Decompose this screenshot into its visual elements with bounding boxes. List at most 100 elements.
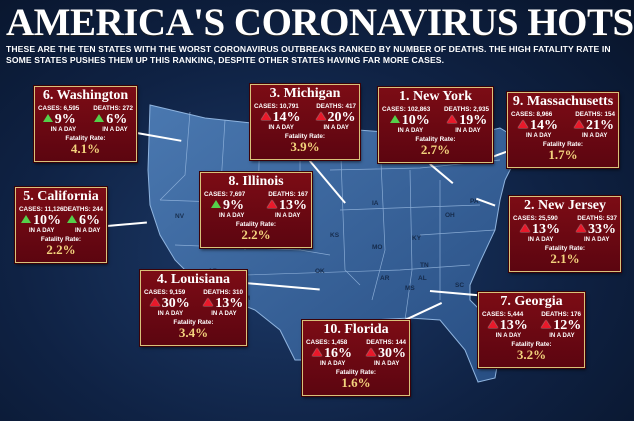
state-abbr-ar: AR <box>380 275 390 282</box>
cases-arrow-icon <box>42 114 53 122</box>
cases-count: CASES: 1,458 <box>306 339 348 346</box>
cases-count: CASES: 7,697 <box>204 191 246 198</box>
deaths-arrow-icon <box>94 114 105 122</box>
deaths-change: 21% <box>586 118 614 133</box>
state-name: 1. New York <box>399 89 472 104</box>
cases-change: 30% <box>161 296 190 311</box>
deaths-arrow-icon <box>447 115 458 123</box>
deaths-in-a-day-label: IN A DAY <box>323 125 349 131</box>
state-abbr-ms: MS <box>405 285 415 292</box>
deaths-change: 12% <box>553 318 582 333</box>
state-abbr-nv: NV <box>175 213 185 220</box>
fatality-rate-label: Fatality Rate: <box>235 221 277 228</box>
state-abbr-al: AL <box>418 275 427 282</box>
state-name: 7. Georgia <box>500 294 563 309</box>
cases-change: 13% <box>499 318 528 333</box>
deaths-arrow-icon <box>315 112 326 120</box>
fatality-rate-label: Fatality Rate: <box>284 133 326 140</box>
deaths-in-a-day-label: IN A DAY <box>102 127 128 133</box>
cases-count: CASES: 102,863 <box>382 106 431 113</box>
state-name: 6. Washington <box>42 88 129 103</box>
deaths-change: 20% <box>327 110 356 125</box>
cases-change: 10% <box>401 113 430 128</box>
state-abbr-sc: SC <box>455 282 465 289</box>
state-name: 5. California <box>23 189 99 204</box>
state-name: 4. Louisiana <box>156 272 231 287</box>
cases-change: 14% <box>272 110 301 125</box>
state-name: 3. Michigan <box>269 86 341 101</box>
fatality-rate-label: Fatality Rate: <box>40 236 82 243</box>
deaths-count: DEATHS: 154 <box>575 111 615 118</box>
deaths-count: DEATHS: 144 <box>366 339 406 346</box>
fatality-rate-label: Fatality Rate: <box>415 136 456 143</box>
state-abbr-ok: OK <box>315 268 325 275</box>
cases-count: CASES: 5,444 <box>482 311 524 318</box>
deaths-count: DEATHS: 2,935 <box>443 106 489 113</box>
deaths-change: 30% <box>378 346 406 361</box>
deaths-count: DEATHS: 417 <box>316 103 356 110</box>
state-name: 2. New Jersey <box>523 198 607 213</box>
fatality-rate-value: 2.2% <box>46 242 76 257</box>
cases-arrow-icon <box>487 320 498 328</box>
cases-change: 14% <box>530 118 558 133</box>
cases-arrow-icon <box>520 224 530 232</box>
deaths-in-a-day-label: IN A DAY <box>75 228 101 234</box>
deaths-arrow-icon <box>203 298 214 306</box>
deaths-in-a-day-label: IN A DAY <box>582 133 608 139</box>
cases-arrow-icon <box>312 348 322 356</box>
deaths-in-a-day-label: IN A DAY <box>374 361 400 367</box>
state-abbr-ia: IA <box>372 200 379 207</box>
state-abbr-pa: PA <box>470 198 479 205</box>
state-box-massachusetts: 9. Massachusetts CASES: 8,966 DEATHS: 154 1… <box>507 92 619 168</box>
cases-in-a-day-label: IN A DAY <box>219 213 245 219</box>
deaths-arrow-icon <box>67 215 77 223</box>
state-box-illinois: 8. Illinois CASES: 7,697 DEATHS: 167 9% 13% I… <box>200 172 312 248</box>
deaths-count: DEATHS: 167 <box>268 191 308 198</box>
subtitle: THESE ARE THE TEN STATES WITH THE WORST … <box>6 44 611 65</box>
cases-in-a-day-label: IN A DAY <box>495 333 522 339</box>
fatality-rate-label: Fatality Rate: <box>511 341 552 348</box>
fatality-rate-label: Fatality Rate: <box>542 141 584 148</box>
fatality-rate-value: 2.2% <box>241 227 271 242</box>
cases-in-a-day-label: IN A DAY <box>397 128 424 134</box>
cases-in-a-day-label: IN A DAY <box>268 125 294 131</box>
fatality-rate-value: 4.1% <box>70 141 101 156</box>
fatality-rate-label: Fatality Rate: <box>544 245 586 252</box>
cases-change: 16% <box>324 346 352 361</box>
state-box-michigan: 3. Michigan CASES: 10,791 DEATHS: 417 14% 20… <box>250 84 360 160</box>
cases-in-a-day-label: IN A DAY <box>50 127 77 133</box>
cases-in-a-day-label: IN A DAY <box>29 228 55 234</box>
state-box-louisiana: 4. Louisiana CASES: 9,159 DEATHS: 310 30% 13… <box>140 270 247 346</box>
deaths-change: 6% <box>79 213 100 228</box>
deaths-in-a-day-label: IN A DAY <box>275 213 301 219</box>
cases-change: 10% <box>33 213 61 228</box>
deaths-arrow-icon <box>541 320 552 328</box>
deaths-change: 13% <box>215 296 244 311</box>
cases-count: CASES: 25,590 <box>513 215 558 222</box>
cases-count: CASES: 11,126 <box>19 206 64 213</box>
fatality-rate-value: 1.7% <box>548 147 578 162</box>
deaths-change: 33% <box>588 222 616 237</box>
deaths-count: DEATHS: 537 <box>577 215 617 222</box>
state-name: 8. Illinois <box>228 174 284 189</box>
cases-in-a-day-label: IN A DAY <box>157 311 184 317</box>
cases-arrow-icon <box>149 298 160 306</box>
state-abbr-ky: KY <box>412 235 422 242</box>
cases-arrow-icon <box>260 112 271 120</box>
cases-count: CASES: 10,791 <box>254 103 299 110</box>
state-name: 9. Massachusetts <box>512 94 614 109</box>
cases-arrow-icon <box>518 120 528 128</box>
deaths-arrow-icon <box>574 120 584 128</box>
deaths-change: 13% <box>279 198 307 213</box>
fatality-rate-value: 1.6% <box>341 375 371 390</box>
state-box-florida: 10. Florida CASES: 1,458 DEATHS: 144 16% 30%… <box>302 320 410 396</box>
cases-arrow-icon <box>211 200 221 208</box>
fatality-rate-value: 2.1% <box>550 251 580 266</box>
cases-in-a-day-label: IN A DAY <box>320 361 346 367</box>
state-abbr-oh: OH <box>445 212 455 219</box>
state-abbr-tn: TN <box>420 262 429 269</box>
deaths-in-a-day-label: IN A DAY <box>455 128 481 134</box>
deaths-change: 19% <box>459 113 488 128</box>
deaths-count: DEATHS: 176 <box>541 311 581 318</box>
